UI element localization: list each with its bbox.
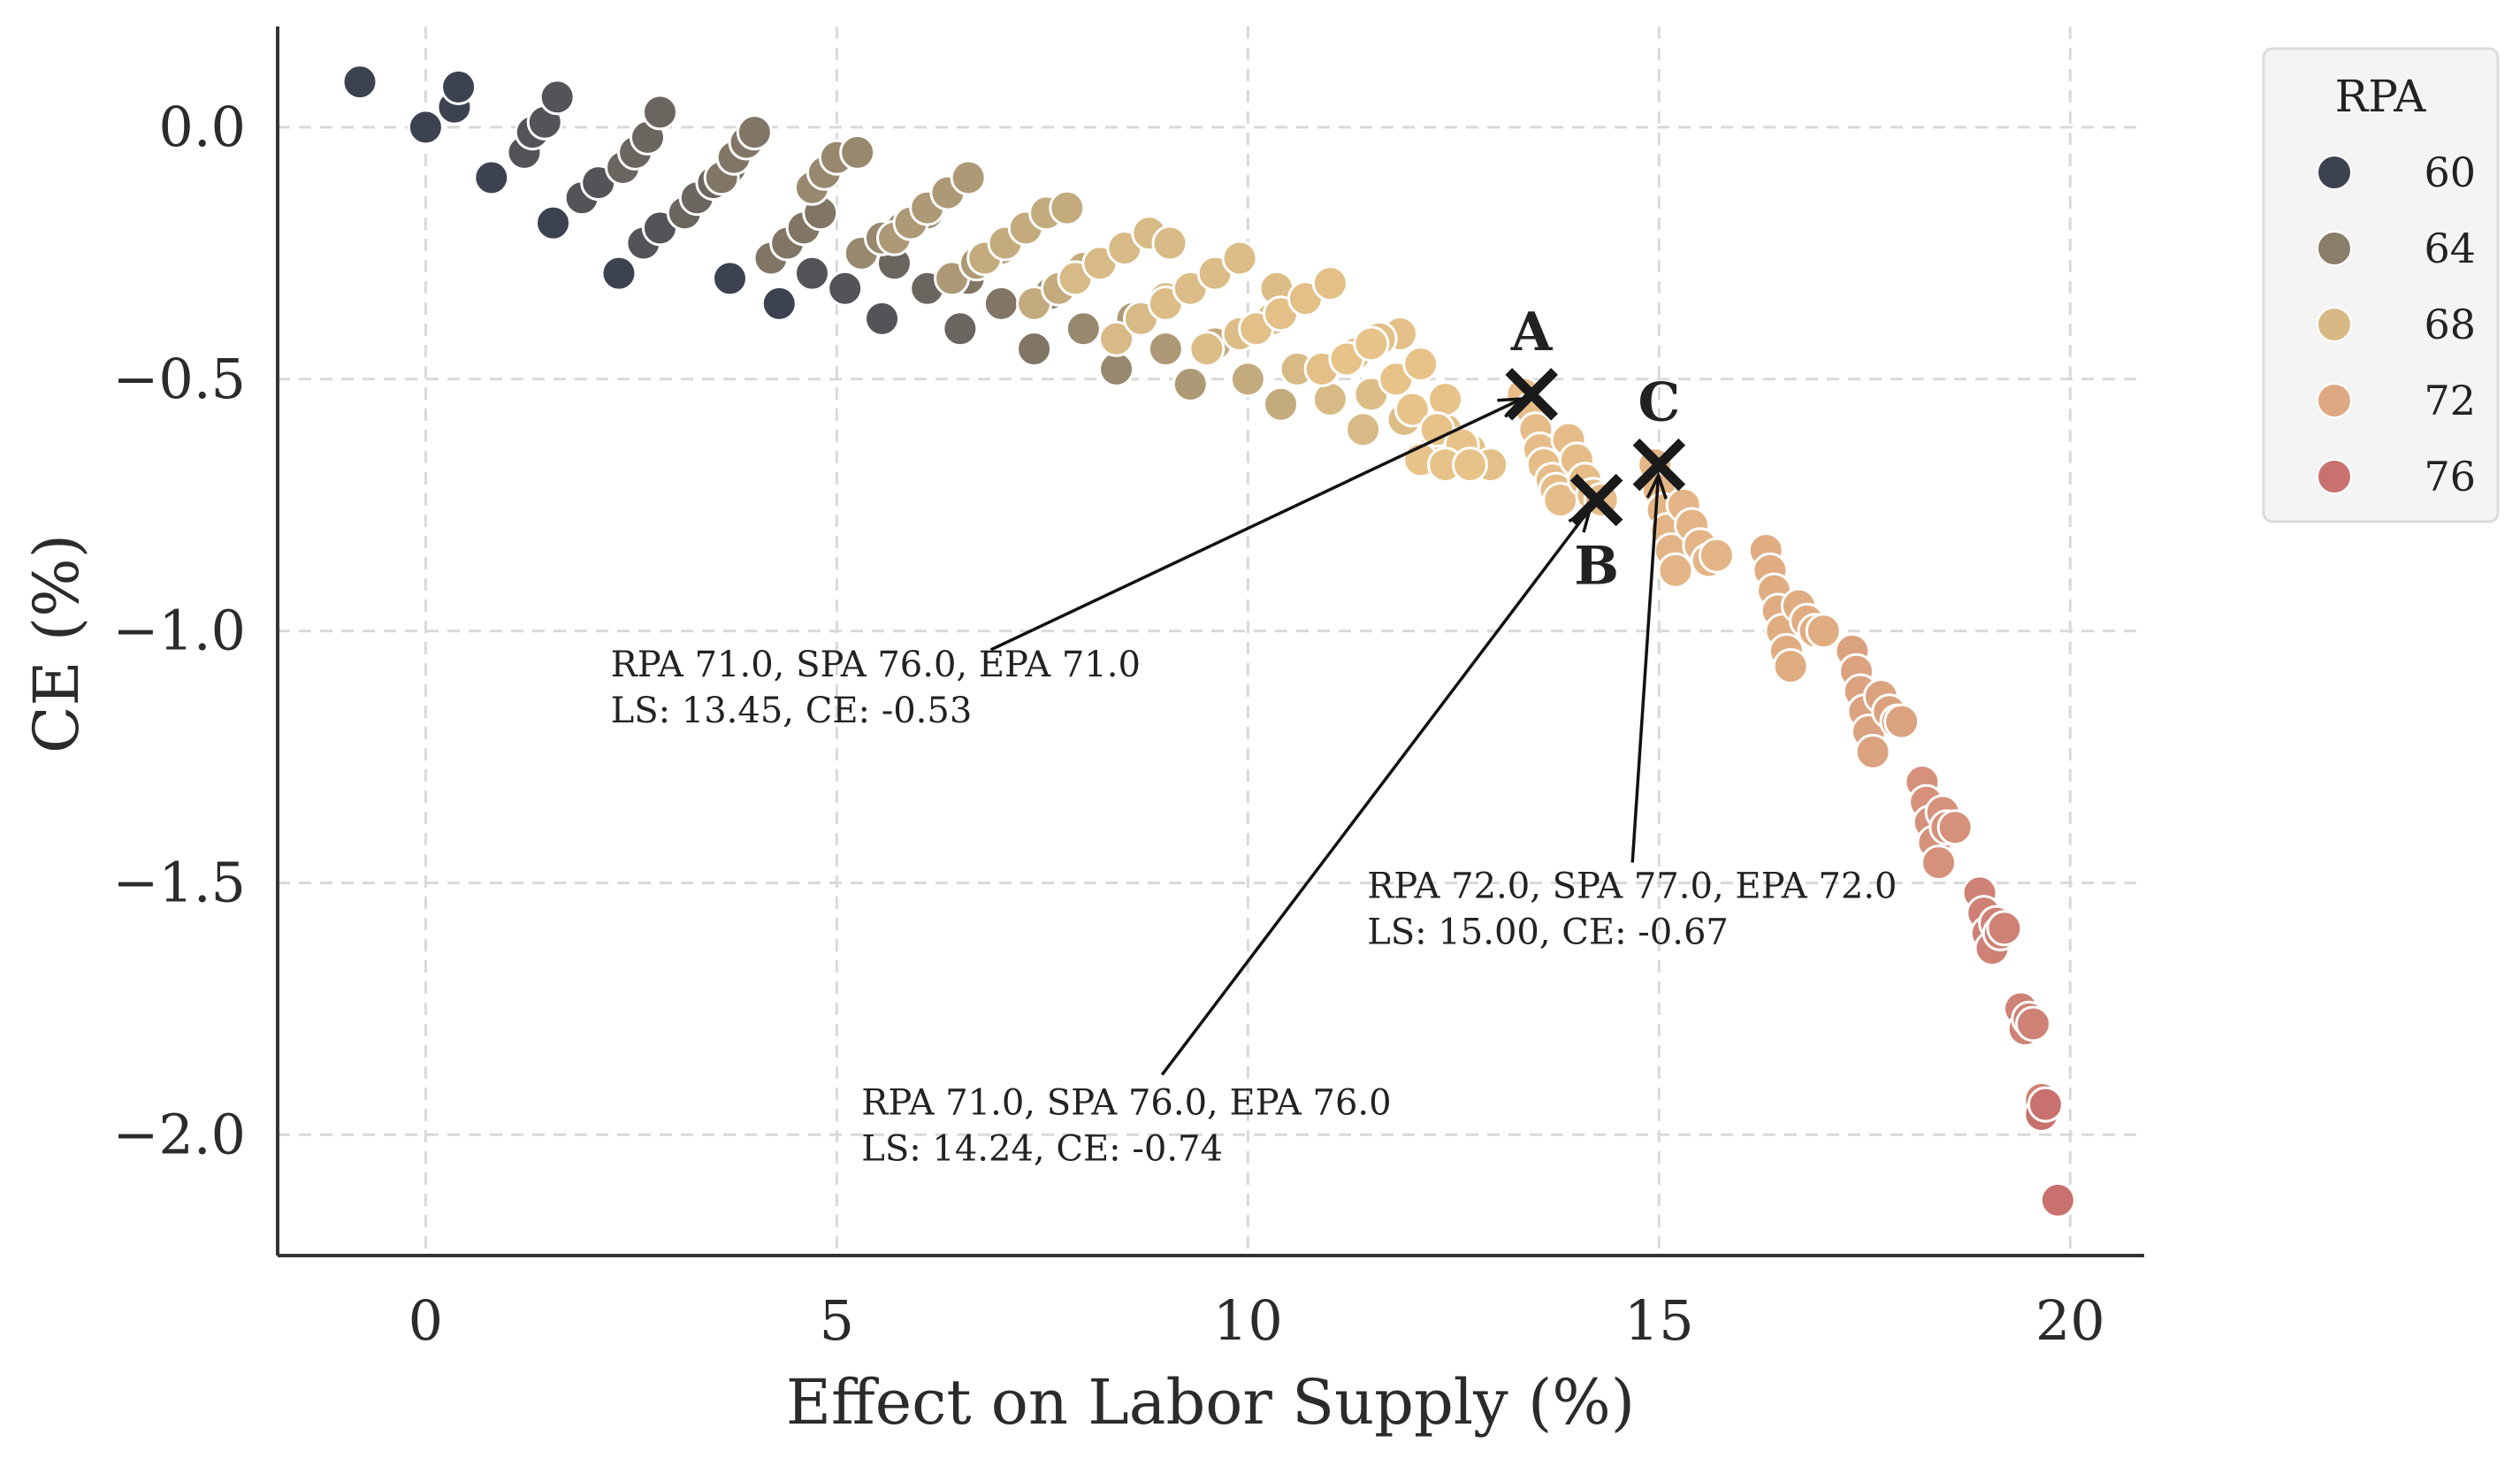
annotation-text: LS: 13.45, CE: -0.53 bbox=[611, 691, 973, 731]
data-point bbox=[440, 68, 477, 105]
annotation-arrow-line bbox=[989, 397, 1523, 652]
data-point bbox=[950, 159, 987, 196]
data-point bbox=[2039, 1181, 2076, 1218]
data-point bbox=[2014, 1005, 2051, 1042]
x-tick-label: 10 bbox=[1213, 1288, 1283, 1353]
legend-label: 64 bbox=[2424, 225, 2476, 272]
data-point bbox=[1986, 910, 2023, 947]
annotation-text: RPA 71.0, SPA 76.0, EPA 76.0 bbox=[861, 1082, 1391, 1123]
data-point bbox=[864, 300, 901, 337]
data-point bbox=[1221, 240, 1258, 277]
y-tick-label: −0.5 bbox=[112, 347, 246, 411]
data-point bbox=[1098, 320, 1135, 357]
data-point bbox=[535, 204, 572, 241]
data-point bbox=[942, 310, 979, 347]
x-tick-label: 5 bbox=[820, 1288, 854, 1353]
legend-label: 60 bbox=[2424, 149, 2476, 196]
highlight-x-marker bbox=[1505, 368, 1558, 421]
data-point bbox=[1657, 552, 1694, 589]
data-point bbox=[1311, 381, 1348, 418]
annotation-text: RPA 72.0, SPA 77.0, EPA 72.0 bbox=[1367, 867, 1897, 907]
data-point bbox=[1394, 391, 1431, 428]
data-point bbox=[1345, 411, 1382, 448]
data-point bbox=[2027, 1086, 2064, 1123]
legend: RPA 60 64 68 72 76 bbox=[2262, 47, 2500, 523]
data-point bbox=[1263, 386, 1300, 423]
annotation-arrowhead bbox=[1646, 470, 1668, 500]
data-point bbox=[736, 114, 773, 151]
data-point bbox=[1172, 365, 1209, 402]
legend-marker bbox=[2317, 155, 2352, 190]
data-point bbox=[1402, 346, 1439, 383]
x-tick-label: 15 bbox=[1624, 1288, 1694, 1353]
data-point bbox=[641, 94, 678, 131]
annotation-text: LS: 14.24, CE: -0.74 bbox=[861, 1128, 1223, 1169]
x-tick-label: 20 bbox=[2035, 1288, 2105, 1353]
data-point bbox=[793, 255, 830, 292]
data-point bbox=[711, 260, 748, 297]
data-point bbox=[1049, 189, 1086, 226]
annotation-text: LS: 15.00, CE: -0.67 bbox=[1367, 912, 1729, 953]
data-point bbox=[1451, 447, 1488, 484]
legend-marker bbox=[2317, 231, 2352, 266]
highlight-label: A bbox=[1510, 302, 1554, 363]
legend-title: RPA bbox=[2335, 71, 2427, 122]
data-point bbox=[1151, 225, 1188, 262]
data-point bbox=[1772, 647, 1809, 684]
legend-label: 72 bbox=[2424, 377, 2476, 424]
data-point bbox=[473, 159, 510, 196]
y-tick-label: −2.0 bbox=[112, 1102, 246, 1166]
data-point bbox=[1229, 361, 1266, 398]
data-point bbox=[1098, 350, 1135, 387]
data-point bbox=[1016, 331, 1053, 368]
data-point bbox=[1805, 613, 1842, 650]
data-point bbox=[1065, 310, 1102, 347]
legend-marker bbox=[2317, 383, 2352, 418]
highlight-x-marker bbox=[1632, 438, 1686, 492]
legend-items: 60 64 68 72 76 bbox=[2317, 149, 2476, 500]
y-tick-label: 0.0 bbox=[158, 95, 246, 159]
x-tick-labels: 0 5 10 15 20 bbox=[409, 1288, 2105, 1353]
highlight-annotations: A RPA 71.0, SPA 76.0, EPA 71.0 LS: 13.45, … bbox=[611, 302, 1898, 1170]
legend-marker bbox=[2317, 307, 2352, 342]
data-point bbox=[760, 285, 798, 322]
legend-label: 68 bbox=[2424, 301, 2476, 348]
legend-marker bbox=[2317, 459, 2352, 494]
data-point bbox=[1921, 844, 1958, 882]
y-tick-label: −1.0 bbox=[112, 599, 246, 663]
data-point bbox=[982, 285, 1019, 322]
data-points bbox=[341, 64, 2076, 1218]
highlight-label: C bbox=[1638, 372, 1680, 434]
legend-label: 76 bbox=[2424, 453, 2476, 500]
data-point bbox=[1854, 733, 1891, 770]
data-point bbox=[407, 109, 444, 146]
data-point bbox=[538, 79, 576, 116]
data-point bbox=[1353, 325, 1390, 363]
data-point bbox=[1936, 809, 1974, 846]
data-point bbox=[341, 64, 378, 101]
y-axis-title: CE (%) bbox=[20, 534, 93, 753]
annotation-arrow-line bbox=[1630, 475, 1661, 863]
data-point bbox=[1147, 331, 1184, 368]
data-point bbox=[1188, 331, 1226, 368]
x-axis-title: Effect on Labor Supply (%) bbox=[786, 1366, 1635, 1439]
y-tick-labels: 0.0 −0.5 −1.0 −1.5 −2.0 bbox=[112, 95, 246, 1166]
data-point bbox=[1311, 265, 1348, 302]
data-point bbox=[839, 134, 876, 171]
x-tick-label: 0 bbox=[409, 1288, 443, 1353]
y-tick-label: −1.5 bbox=[112, 850, 246, 914]
data-point bbox=[1883, 703, 1921, 740]
annotation-arrow-line bbox=[1160, 508, 1592, 1076]
axes-spines bbox=[276, 27, 2144, 1257]
data-point bbox=[827, 270, 864, 307]
data-point bbox=[1427, 381, 1464, 418]
data-point bbox=[600, 255, 638, 292]
highlight-label: B bbox=[1574, 535, 1619, 597]
highlight-x-marker bbox=[1569, 473, 1623, 527]
annotation-text: RPA 71.0, SPA 76.0, EPA 71.0 bbox=[611, 645, 1141, 685]
data-point bbox=[1698, 537, 1735, 574]
